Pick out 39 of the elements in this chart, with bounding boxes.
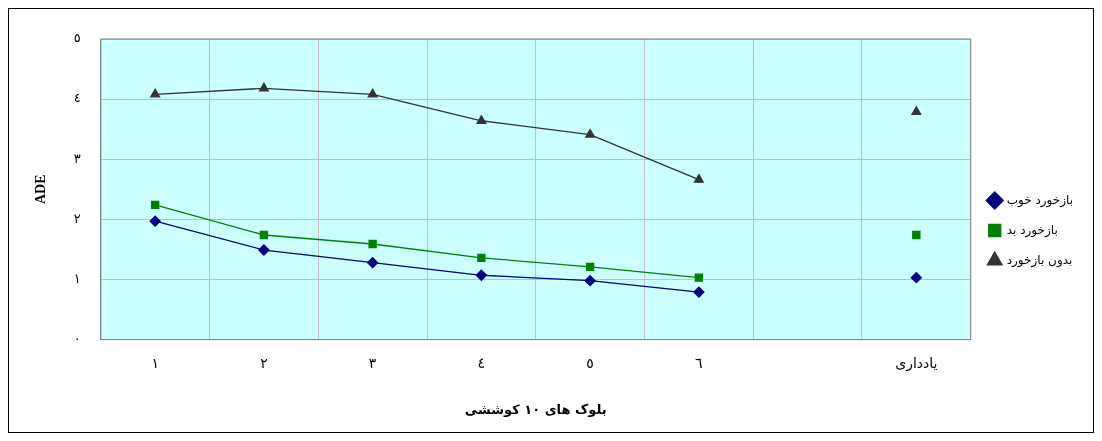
x-tick-label: ٣ (368, 354, 377, 371)
point (912, 230, 921, 240)
point (368, 239, 377, 249)
point (150, 200, 160, 210)
point (475, 269, 488, 281)
y-tick-label: ٠ (73, 330, 81, 346)
y-tick-label: ٢ (73, 210, 81, 226)
x-tick-label: ٢ (260, 354, 268, 371)
point (367, 88, 378, 98)
point (150, 88, 161, 98)
y-tick-label: ٣ (73, 150, 81, 166)
point (258, 82, 269, 92)
point (693, 286, 705, 298)
legend-label: بازخورد بد (1006, 222, 1058, 238)
y-tick-label: ٥ (73, 30, 81, 46)
point (258, 244, 270, 256)
point (149, 215, 161, 227)
x-tick-label: ٦ (695, 354, 703, 371)
point (476, 115, 487, 124)
x-axis-title: بلوک های ١٠ کوششی (464, 401, 607, 417)
x-tick-label: ٥ (586, 354, 594, 371)
y-axis-title: ADE (33, 174, 49, 205)
point (911, 106, 922, 115)
legend-label: بازخورد خوب (1006, 192, 1074, 208)
x-tick-label: ١ (151, 354, 159, 371)
point (366, 257, 379, 269)
point (585, 128, 596, 138)
point (910, 272, 922, 284)
x-tick-label: ٤ (477, 354, 486, 371)
point (694, 273, 704, 282)
point (584, 275, 596, 287)
y-tick-label: ٤ (73, 90, 81, 106)
point (693, 174, 704, 183)
legend-label: بدون بازخورد (1006, 252, 1073, 268)
point (477, 253, 486, 263)
x-tick-label: یادداری (895, 354, 938, 372)
point (585, 262, 595, 272)
y-tick-label: ١ (73, 270, 81, 286)
point (259, 230, 269, 240)
